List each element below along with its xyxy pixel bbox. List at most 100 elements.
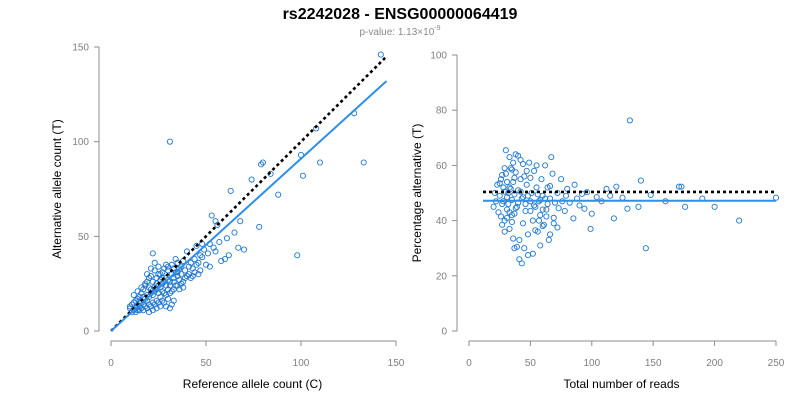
data-point — [237, 218, 244, 225]
data-point — [524, 192, 531, 199]
data-point — [197, 252, 204, 259]
data-point — [174, 282, 181, 289]
data-point — [545, 236, 552, 243]
data-point — [501, 228, 508, 235]
data-point — [157, 303, 164, 310]
data-point — [513, 203, 520, 210]
right-scatter-panel: 0 50 100 150 200 250 0 20 40 60 80 100 Total number … — [410, 51, 785, 392]
data-point — [153, 286, 160, 293]
data-point — [155, 299, 162, 306]
data-point — [517, 176, 524, 183]
data-point — [513, 243, 520, 250]
data-point — [140, 286, 147, 293]
data-point — [166, 290, 173, 297]
data-point — [231, 229, 238, 236]
data-point — [206, 263, 213, 270]
data-point — [138, 290, 145, 297]
y-tick-label: 50 — [78, 232, 90, 243]
data-point — [519, 194, 527, 201]
data-point — [554, 224, 561, 231]
data-point — [140, 307, 147, 314]
data-point — [145, 309, 153, 316]
data-point — [145, 274, 153, 282]
data-point — [546, 231, 554, 238]
data-point — [543, 206, 550, 213]
data-point — [155, 271, 162, 278]
data-point — [539, 206, 546, 213]
data-point — [527, 207, 534, 214]
data-point — [607, 192, 614, 199]
p-value-text: p-value: 1.13×10 — [359, 27, 434, 38]
data-point — [499, 172, 506, 179]
data-point — [163, 291, 170, 299]
data-point — [161, 299, 168, 306]
data-point — [212, 248, 219, 255]
data-point — [130, 299, 137, 306]
data-point — [134, 288, 141, 295]
data-point — [508, 218, 516, 226]
data-point — [136, 293, 143, 300]
data-point — [185, 263, 192, 270]
data-point — [142, 280, 149, 287]
data-point — [537, 242, 544, 249]
chart-title: rs2242028 - ENSG00000064419 — [283, 6, 518, 23]
data-point — [506, 154, 513, 161]
data-point — [523, 167, 530, 174]
data-point — [182, 274, 189, 282]
data-point — [529, 250, 536, 257]
data-point — [195, 259, 202, 266]
data-point — [183, 273, 191, 280]
data-point — [360, 159, 367, 166]
data-point — [539, 223, 546, 230]
data-point — [157, 271, 164, 278]
data-point — [166, 138, 173, 145]
x-tick-label: 100 — [583, 358, 600, 369]
data-point — [526, 159, 533, 166]
data-point — [522, 200, 529, 208]
data-point — [506, 225, 513, 232]
data-point — [180, 278, 187, 285]
data-point — [377, 51, 384, 58]
y-axis-label: Percentage alternative (T) — [410, 124, 424, 263]
y-tick-label: 0 — [441, 327, 447, 338]
data-point — [149, 250, 156, 257]
data-point — [299, 172, 306, 179]
data-point — [216, 238, 223, 246]
data-point — [515, 152, 522, 159]
data-point — [149, 307, 156, 314]
y-tick-label: 80 — [436, 106, 448, 117]
data-point — [496, 192, 503, 199]
data-point — [576, 202, 583, 209]
left-scatter-panel: 0 50 100 150 0 50 100 150 Reference allele count… — [50, 43, 405, 392]
data-point — [521, 245, 528, 252]
data-point — [164, 295, 172, 302]
data-point — [512, 205, 519, 212]
data-point — [524, 252, 531, 259]
data-point — [240, 246, 248, 253]
x-tick-label: 150 — [388, 358, 405, 369]
data-point — [535, 217, 543, 224]
data-point — [511, 210, 518, 217]
data-point — [548, 154, 555, 161]
data-point — [136, 307, 143, 314]
y-tick-label: 40 — [436, 216, 448, 227]
data-point — [510, 235, 517, 242]
data-point — [147, 273, 154, 280]
p-value-exponent: -9 — [434, 25, 440, 32]
data-point — [174, 273, 181, 280]
x-tick-label: 100 — [293, 358, 310, 369]
data-point — [516, 236, 523, 243]
data-point — [499, 221, 506, 228]
data-point — [212, 218, 219, 225]
data-point — [544, 200, 551, 208]
data-point — [132, 297, 139, 304]
data-point — [202, 261, 210, 268]
data-point — [176, 265, 183, 272]
data-point — [522, 207, 529, 214]
data-point — [678, 183, 685, 190]
data-point — [182, 267, 189, 274]
data-point — [542, 162, 549, 169]
data-point — [517, 188, 524, 195]
data-point — [613, 183, 620, 190]
data-point — [235, 244, 242, 251]
